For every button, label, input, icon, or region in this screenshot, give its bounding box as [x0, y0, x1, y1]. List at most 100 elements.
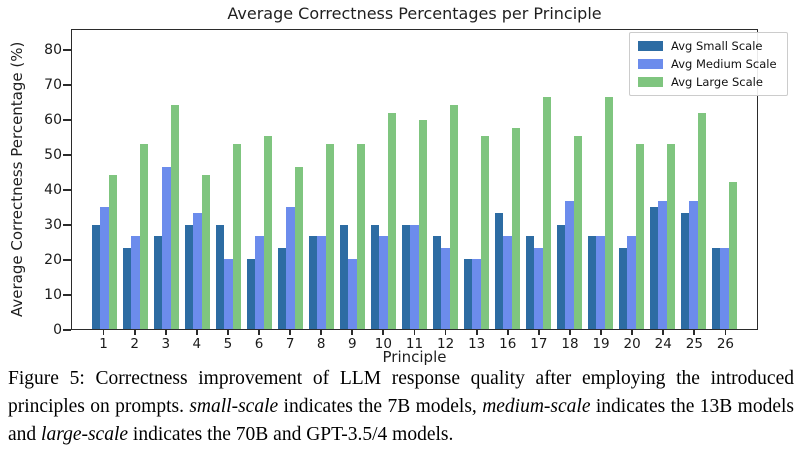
x-tick-mark-16 [506, 330, 509, 335]
caption-text: indicates the 13B models and [8, 396, 794, 446]
y-tick-label-0: 0 [53, 322, 62, 338]
bar-group-4 [182, 30, 213, 329]
bar-avg-large-scale-p19 [604, 97, 614, 329]
bar-avg-medium-scale-p6 [255, 236, 264, 329]
x-tick-mark-6 [258, 330, 260, 335]
caption-text: indicates the 70B and GPT-3.5/4 models. [128, 424, 454, 446]
x-tick-label-11: 11 [405, 336, 424, 352]
y-tick-label-50: 50 [44, 147, 62, 163]
y-tick-mark-60 [63, 119, 71, 121]
x-tick-19: 19 [586, 330, 617, 352]
legend-item-avg-large-scale: Avg Large Scale [638, 75, 777, 89]
x-axis-label: Principle [382, 348, 447, 366]
x-tick-9: 9 [337, 330, 368, 352]
legend-swatch-icon [638, 59, 663, 69]
bar-group-17 [523, 30, 554, 329]
y-tick-mark-80 [63, 49, 71, 51]
bar-avg-medium-scale-p8 [317, 236, 326, 329]
y-tick-mark-20 [63, 259, 71, 261]
x-tick-label-10: 10 [374, 336, 392, 352]
bar-avg-large-scale-p26 [728, 182, 738, 329]
bar-avg-medium-scale-p18 [565, 201, 574, 329]
bar-avg-medium-scale-p7 [286, 207, 295, 329]
chart-title: Average Correctness Percentages per Prin… [227, 4, 602, 23]
bar-avg-small-scale-p4 [184, 224, 194, 329]
bar-avg-large-scale-p24 [666, 143, 676, 329]
bar-avg-large-scale-p20 [635, 143, 645, 329]
bar-avg-medium-scale-p12 [441, 248, 450, 329]
y-tick-mark-0 [63, 329, 71, 331]
bar-group-20 [616, 30, 647, 329]
x-tick-mark-24 [662, 330, 665, 335]
x-tick-1: 1 [88, 330, 119, 352]
x-tick-mark-25 [693, 330, 696, 335]
x-tick-mark-4 [195, 330, 198, 335]
bar-avg-large-scale-p16 [511, 128, 521, 329]
x-tick-label-18: 18 [561, 336, 579, 352]
caption-italic-term: large-scale [41, 424, 129, 446]
bar-avg-medium-scale-p11 [410, 224, 419, 329]
bar-group-12 [430, 30, 461, 329]
x-tick-label-13: 13 [468, 336, 486, 352]
x-tick-16: 16 [492, 330, 523, 352]
x-axis: 1 2 3 4 5 6 7 8 9 10 11 12 13 16 17 18 19 20 24 25 26 [71, 330, 758, 352]
bar-avg-medium-scale-p3 [162, 166, 171, 329]
bar-avg-medium-scale-p5 [224, 259, 233, 329]
y-tick-label-70: 70 [44, 77, 62, 93]
bar-avg-medium-scale-p4 [193, 213, 202, 329]
bar-group-9 [337, 30, 368, 329]
x-tick-mark-17 [537, 330, 540, 335]
x-tick-6: 6 [243, 330, 274, 352]
bar-avg-large-scale-p5 [232, 143, 242, 329]
bars-row [72, 30, 757, 329]
legend-label: Avg Large Scale [671, 75, 763, 89]
bar-group-13 [461, 30, 492, 329]
bar-avg-small-scale-p16 [494, 213, 504, 329]
caption-text: indicates the 7B models, [278, 396, 483, 418]
x-tick-mark-12 [444, 330, 447, 335]
bar-group-7 [275, 30, 306, 329]
x-tick-11: 11 [399, 330, 430, 352]
bar-avg-medium-scale-p24 [658, 201, 667, 329]
bar-group-6 [244, 30, 275, 329]
y-tick-mark-70 [63, 84, 71, 86]
bar-avg-large-scale-p25 [697, 112, 707, 329]
bar-avg-large-scale-p10 [387, 112, 397, 329]
x-tick-mark-2 [133, 330, 136, 335]
bar-avg-small-scale-p9 [339, 224, 349, 329]
x-tick-20: 20 [617, 330, 648, 352]
bar-avg-small-scale-p11 [401, 224, 411, 329]
bar-avg-large-scale-p3 [170, 105, 180, 329]
bar-avg-medium-scale-p10 [379, 236, 388, 329]
bar-group-25 [678, 30, 709, 329]
bar-avg-small-scale-p19 [587, 236, 597, 329]
x-tick-10: 10 [368, 330, 399, 352]
x-tick-5: 5 [212, 330, 243, 352]
bar-avg-large-scale-p4 [201, 174, 211, 329]
x-tick-label-6: 6 [254, 336, 264, 352]
bar-group-11 [399, 30, 430, 329]
x-tick-24: 24 [648, 330, 679, 352]
bar-group-5 [213, 30, 244, 329]
x-tick-label-5: 5 [223, 336, 233, 352]
x-tick-26: 26 [710, 330, 741, 352]
bar-group-18 [554, 30, 585, 329]
bar-avg-large-scale-p12 [449, 105, 459, 329]
x-tick-mark-10 [382, 330, 385, 335]
x-tick-12: 12 [430, 330, 461, 352]
bar-avg-large-scale-p13 [480, 135, 490, 329]
x-tick-2: 2 [119, 330, 150, 352]
x-tick-mark-26 [724, 330, 727, 335]
bar-avg-small-scale-p12 [432, 236, 442, 329]
bar-avg-small-scale-p1 [91, 224, 101, 329]
x-tick-mark-18 [569, 330, 571, 335]
bar-avg-large-scale-p17 [542, 97, 552, 329]
x-tick-8: 8 [306, 330, 337, 352]
x-tick-mark-11 [413, 330, 416, 335]
bar-group-8 [306, 30, 337, 329]
x-tick-label-2: 2 [130, 336, 139, 352]
y-tick-label-40: 40 [44, 182, 62, 198]
bar-group-24 [647, 30, 678, 329]
x-tick-label-3: 3 [161, 336, 171, 352]
bar-avg-medium-scale-p1 [100, 207, 109, 329]
